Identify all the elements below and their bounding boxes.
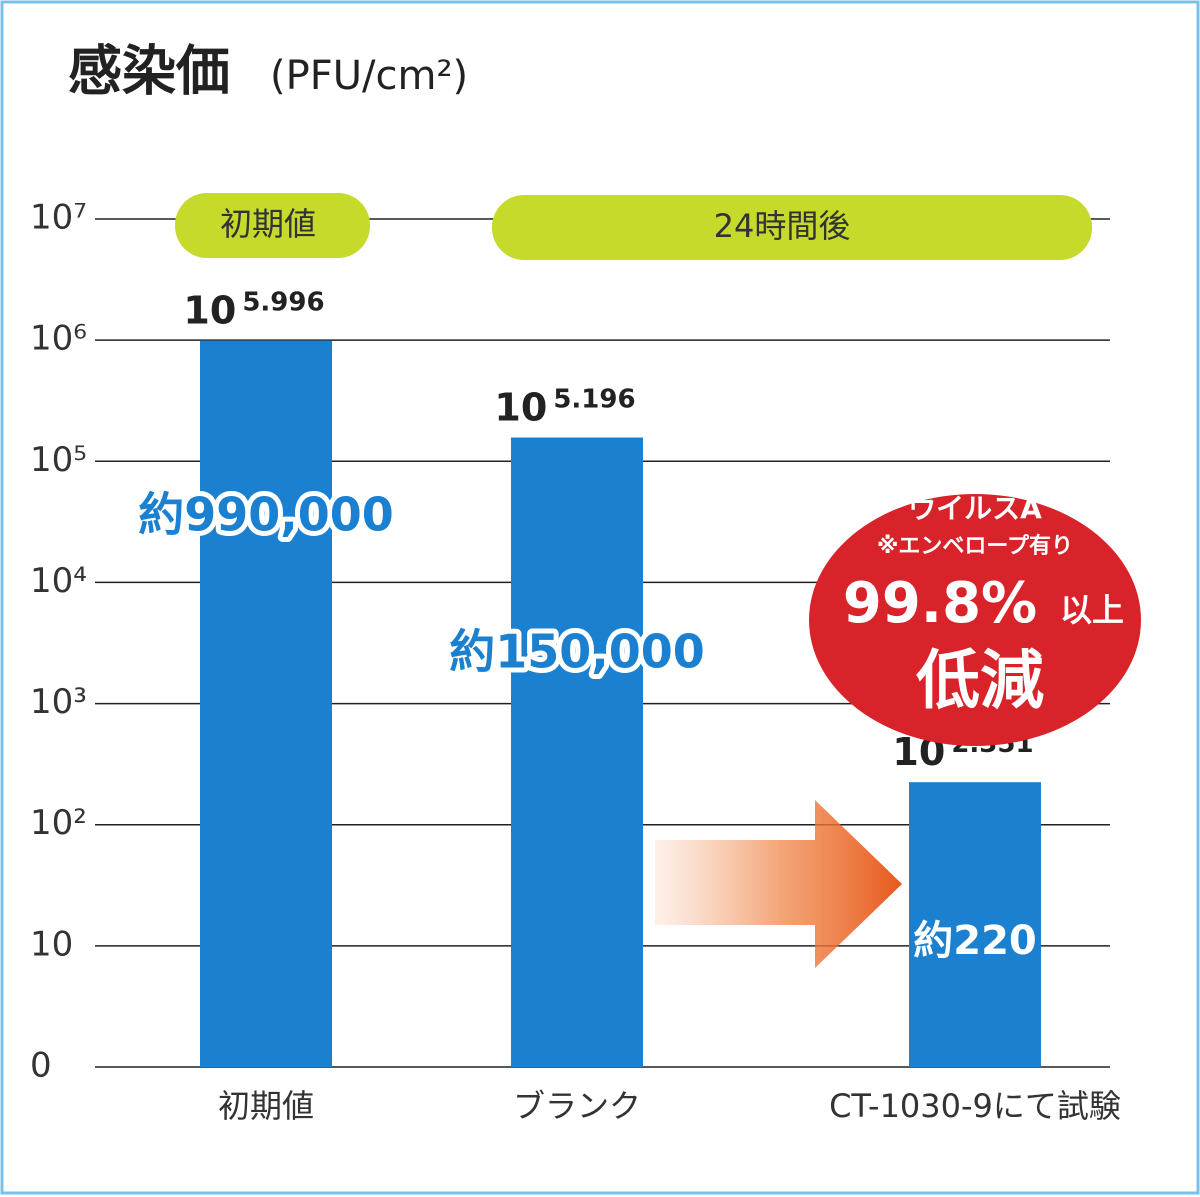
badge-percent: 99.8% [843, 571, 1037, 636]
value-label: 10 5.196 [494, 384, 635, 429]
unit-label: (PFU/cm²) [270, 53, 468, 99]
badge-text: ウイルスA [908, 492, 1042, 525]
x-tick-label: 初期値 [218, 1087, 314, 1125]
y-tick-label: 10³ [30, 682, 87, 722]
y-tick-label: 0 [30, 1046, 52, 1086]
y-tick-label: 10⁴ [30, 561, 87, 601]
value-label-exponent: 5.996 [242, 287, 324, 317]
badge-text: 以上 [1060, 591, 1124, 629]
x-tick-label: ブランク [513, 1087, 641, 1125]
y-tick-label: 10⁷ [30, 198, 87, 238]
badge [809, 494, 1141, 746]
y-tick-label: 10⁶ [30, 319, 87, 359]
y-tick-label: 10 [30, 924, 73, 964]
y-tick-label: 10² [30, 803, 87, 843]
group-pill [492, 195, 1092, 260]
y-tick-label: 10⁵ [30, 440, 87, 480]
group-pill [175, 193, 370, 258]
bar [200, 340, 332, 1067]
arrow [655, 800, 902, 968]
group-label: 24時間後 [714, 207, 851, 245]
value-label-exponent: 5.196 [553, 384, 635, 414]
x-tick-label: CT-1030-9にて試験 [829, 1087, 1121, 1125]
badge-result: 低減 [916, 645, 1044, 719]
bar-note: 約990,000 [138, 488, 394, 542]
value-label-base: 10 [494, 385, 547, 429]
value-label-base: 10 [183, 288, 236, 332]
bar-note: 約220 [913, 918, 1037, 964]
chart-title: 感染価 [68, 40, 230, 103]
bar [909, 782, 1041, 1067]
bar-note: 約150,000 [449, 625, 705, 679]
group-label: 初期値 [220, 205, 316, 243]
badge-text: ※エンベロープ有り [877, 533, 1073, 559]
bar [511, 437, 643, 1067]
value-label: 10 5.996 [183, 287, 324, 332]
